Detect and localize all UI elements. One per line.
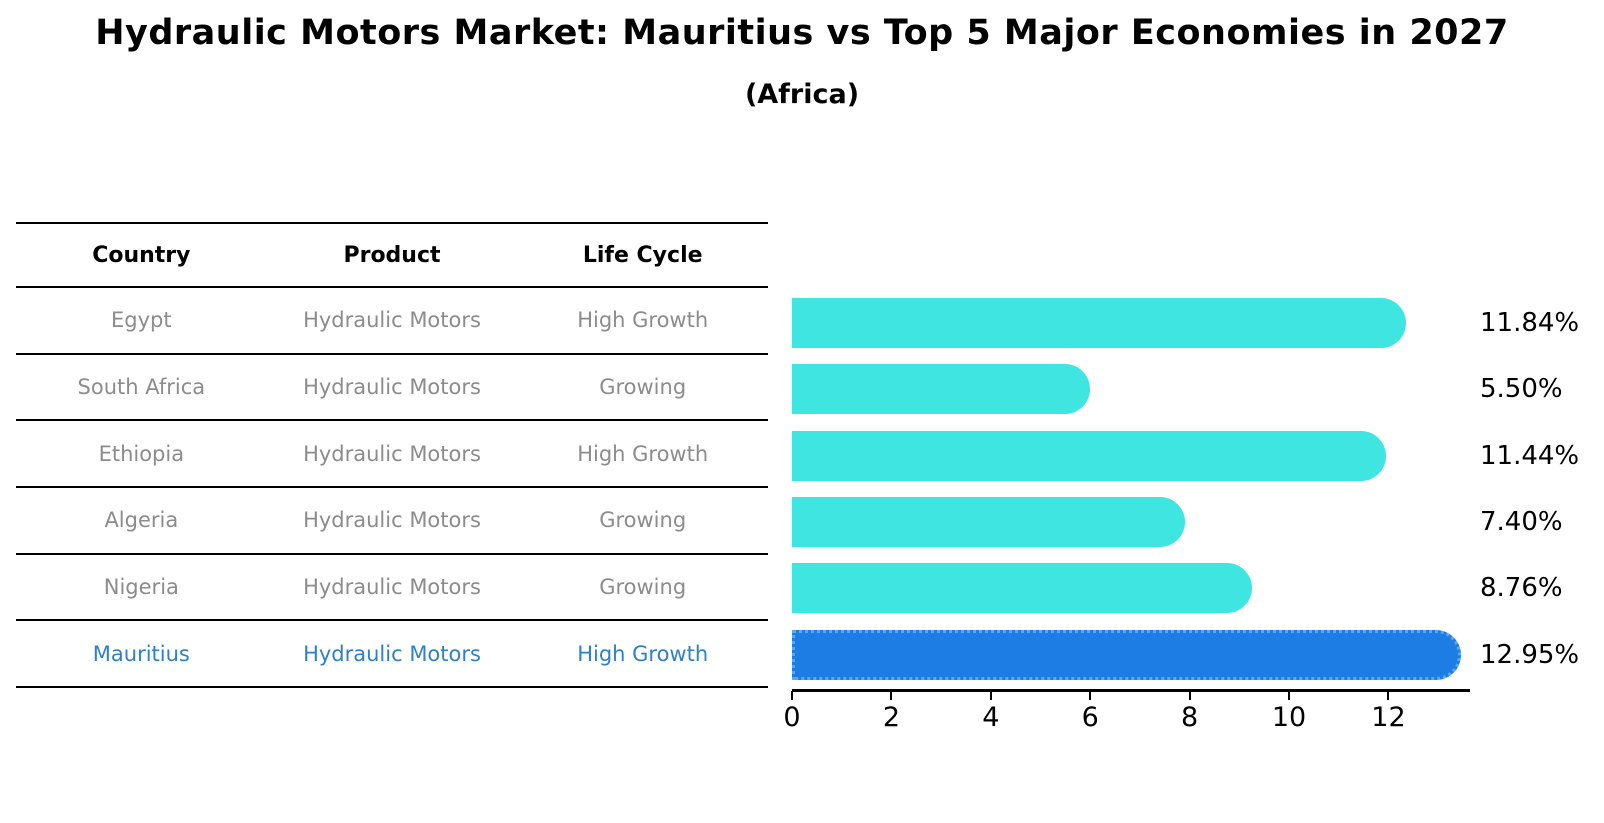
product-cell: Hydraulic Motors bbox=[303, 375, 481, 399]
table-row-egypt: Egypt Hydraulic Motors High Growth bbox=[16, 288, 768, 355]
product-cell: Hydraulic Motors bbox=[303, 441, 481, 466]
bar-nigeria bbox=[792, 563, 1253, 614]
country-table: Country Product Life Cycle Egypt Hydrauli… bbox=[16, 222, 768, 689]
x-tick-label-10: 10 bbox=[1271, 702, 1307, 733]
x-tick-6 bbox=[1089, 691, 1092, 700]
bar-slot-south-africa bbox=[792, 356, 1468, 422]
x-tick-label-12: 12 bbox=[1371, 702, 1406, 733]
bar-slot-ethiopia bbox=[792, 423, 1468, 489]
x-tick-8 bbox=[1188, 691, 1191, 700]
table-row-algeria: Algeria Hydraulic Motors Growing bbox=[16, 488, 768, 555]
lifecycle-cell: Growing bbox=[599, 575, 687, 600]
country-cell: Egypt bbox=[111, 308, 172, 333]
lifecycle-cell: Growing bbox=[599, 508, 687, 533]
x-tick-label-4: 4 bbox=[982, 702, 1000, 733]
x-tick-2 bbox=[890, 691, 893, 700]
lifecycle-cell: High Growth bbox=[577, 641, 709, 666]
value-label-egypt: 11.84% bbox=[1480, 308, 1580, 339]
value-label-mauritius: 12.95% bbox=[1480, 639, 1580, 670]
x-tick-label-8: 8 bbox=[1181, 702, 1199, 733]
value-label-ethiopia: 11.44% bbox=[1480, 440, 1580, 471]
bar-chart bbox=[792, 290, 1468, 688]
chart-subtitle: (Africa) bbox=[744, 79, 860, 110]
bar-egypt bbox=[792, 298, 1406, 349]
chart-title: Hydraulic Motors Market: Mauritius vs To… bbox=[95, 13, 1509, 53]
x-tick-0 bbox=[791, 691, 793, 700]
bar-slot-nigeria bbox=[792, 555, 1468, 621]
value-label-south-africa: 5.50% bbox=[1480, 374, 1563, 405]
country-cell: Mauritius bbox=[92, 641, 190, 666]
x-tick-label-6: 6 bbox=[1081, 702, 1099, 733]
product-cell: Hydraulic Motors bbox=[303, 575, 481, 600]
table-header-lifecycle: Life Cycle bbox=[582, 242, 703, 268]
bar-slot-mauritius bbox=[792, 622, 1468, 688]
bar-south-africa bbox=[792, 364, 1091, 415]
table-header-country: Country bbox=[92, 242, 191, 268]
country-cell: Algeria bbox=[104, 508, 179, 533]
bar-slot-algeria bbox=[792, 489, 1468, 555]
bar-algeria bbox=[792, 497, 1185, 548]
country-cell: Nigeria bbox=[103, 575, 179, 600]
x-tick-label-0: 0 bbox=[783, 702, 801, 733]
table-row-ethiopia: Ethiopia Hydraulic Motors High Growth bbox=[16, 421, 768, 489]
x-tick-12 bbox=[1387, 691, 1390, 700]
x-tick-4 bbox=[989, 691, 992, 700]
bar-slot-egypt bbox=[792, 290, 1468, 356]
x-axis-line bbox=[792, 689, 1470, 692]
value-label-algeria: 7.40% bbox=[1480, 507, 1563, 538]
x-tick-10 bbox=[1288, 691, 1291, 700]
product-cell: Hydraulic Motors bbox=[303, 308, 481, 333]
bar-ethiopia bbox=[792, 430, 1386, 481]
x-tick-label-2: 2 bbox=[882, 702, 900, 733]
product-cell: Hydraulic Motors bbox=[303, 641, 481, 666]
table-row-nigeria: Nigeria Hydraulic Motors Growing bbox=[16, 555, 768, 622]
table-body: Egypt Hydraulic Motors High Growth South Af… bbox=[16, 288, 768, 689]
table-row-mauritius: Mauritius Hydraulic Motors High Growth bbox=[16, 621, 768, 689]
country-cell: South Africa bbox=[77, 375, 206, 399]
lifecycle-cell: High Growth bbox=[577, 308, 709, 333]
country-cell: Ethiopia bbox=[98, 441, 185, 466]
value-label-nigeria: 8.76% bbox=[1480, 573, 1563, 604]
table-header-row: Country Product Life Cycle bbox=[16, 222, 768, 288]
value-label-column: 11.84% 5.50% 11.44% 7.40% 8.76% 12.95% bbox=[1480, 290, 1600, 688]
table-header-product: Product bbox=[343, 242, 441, 268]
product-cell: Hydraulic Motors bbox=[303, 508, 481, 533]
lifecycle-cell: High Growth bbox=[577, 441, 709, 466]
bar-mauritius bbox=[792, 629, 1461, 680]
table-row-south-africa: South Africa Hydraulic Motors Growing bbox=[16, 355, 768, 422]
lifecycle-cell: Growing bbox=[599, 375, 687, 399]
